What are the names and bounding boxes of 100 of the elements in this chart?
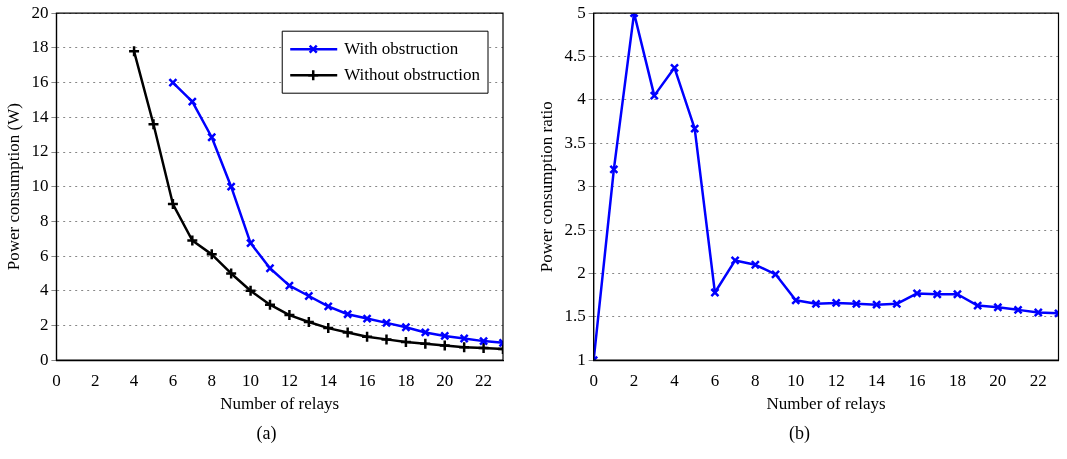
point <box>972 300 983 311</box>
point <box>245 238 256 248</box>
point <box>912 288 922 299</box>
point <box>186 234 199 247</box>
y-tick-label: 14 <box>31 106 49 126</box>
point <box>478 336 489 346</box>
point <box>1013 305 1023 315</box>
point <box>710 287 720 298</box>
point <box>419 337 432 350</box>
point <box>871 299 882 310</box>
point <box>360 330 374 344</box>
legend-label: With obstruction <box>344 38 459 58</box>
x-tick-label: 18 <box>397 370 415 390</box>
y-tick-label: 16 <box>31 72 49 92</box>
y-tick-label: 18 <box>31 37 49 57</box>
y-axis-title: Power consumption ratio <box>536 101 556 273</box>
text: (a) <box>255 423 278 444</box>
point <box>283 308 296 322</box>
y-tick-label: 4 <box>39 280 49 300</box>
point <box>321 321 335 335</box>
legend-label: Without obstruction <box>344 64 481 84</box>
y-tick-label: 2 <box>577 262 586 282</box>
point <box>790 295 801 306</box>
y-tick-label: 6 <box>39 245 49 265</box>
y-tick-label: 3 <box>577 176 586 196</box>
x-tick-label: 2 <box>90 370 100 390</box>
point <box>831 298 841 308</box>
x-tick-label: 16 <box>908 370 926 390</box>
point <box>770 269 781 280</box>
x-axis-title: Number of relays <box>220 394 340 414</box>
y-axis-title: Power consumption (W) <box>3 103 23 271</box>
point <box>420 327 431 338</box>
point <box>127 45 141 58</box>
y-tick-label: 4 <box>577 89 587 109</box>
y-tick-label: 20 <box>31 2 49 22</box>
point <box>399 335 413 349</box>
y-tick-label: 10 <box>31 176 49 196</box>
point <box>649 90 660 101</box>
y-tick-label: 8 <box>39 210 49 230</box>
point <box>244 284 257 298</box>
x-tick-label: 20 <box>436 370 454 390</box>
x-tick-label: 6 <box>710 370 720 390</box>
point <box>457 340 471 354</box>
point <box>892 299 902 309</box>
point <box>811 299 821 309</box>
x-tick-label: 14 <box>319 370 338 390</box>
point <box>342 309 353 320</box>
point <box>166 197 180 211</box>
x-tick-label: 20 <box>989 370 1007 390</box>
x-tick-label: 10 <box>787 370 805 390</box>
point <box>1033 307 1044 318</box>
point <box>438 339 451 352</box>
point <box>750 259 761 270</box>
x-tick-label: 12 <box>827 370 845 390</box>
point <box>323 301 334 312</box>
point <box>851 299 862 309</box>
x-tick-label: 4 <box>129 370 139 390</box>
point <box>459 333 469 344</box>
point <box>689 123 700 134</box>
y-tick-label: 12 <box>31 141 49 161</box>
point <box>669 63 680 73</box>
point <box>341 326 354 339</box>
point <box>730 255 740 266</box>
point <box>263 298 277 311</box>
y-tick-label: 2.5 <box>564 219 586 239</box>
point <box>993 302 1003 313</box>
x-tick-label: 16 <box>358 370 376 390</box>
text: (b) <box>788 423 811 444</box>
x-tick-label: 22 <box>1029 370 1047 390</box>
point <box>609 164 619 175</box>
x-tick-label: 2 <box>629 370 639 390</box>
x-tick-label: 8 <box>207 370 216 390</box>
x-tick-label: 12 <box>280 370 298 390</box>
point <box>147 117 160 131</box>
y-tick-label: 1 <box>577 349 586 369</box>
point <box>381 318 392 328</box>
point <box>206 132 217 143</box>
x-tick-label: 8 <box>751 370 760 390</box>
point <box>401 322 411 333</box>
point <box>362 313 372 324</box>
x-tick-label: 14 <box>868 370 886 390</box>
y-tick-label: 1.5 <box>564 306 586 326</box>
point <box>304 291 314 301</box>
point <box>952 289 963 300</box>
point <box>205 248 218 261</box>
y-tick-label: 4.5 <box>564 46 586 66</box>
x-axis-title: Number of relays <box>766 394 886 414</box>
point <box>168 77 178 88</box>
point <box>932 289 943 300</box>
y-tick-label: 0 <box>39 349 49 369</box>
x-tick-label: 4 <box>670 370 680 390</box>
point <box>226 181 236 192</box>
x-tick-label: 22 <box>475 370 493 390</box>
y-tick-label: 2 <box>39 314 49 334</box>
point <box>439 331 450 341</box>
x-tick-label: 18 <box>948 370 966 390</box>
point <box>265 263 275 274</box>
point <box>187 96 198 107</box>
point <box>380 333 393 346</box>
point <box>302 315 316 329</box>
